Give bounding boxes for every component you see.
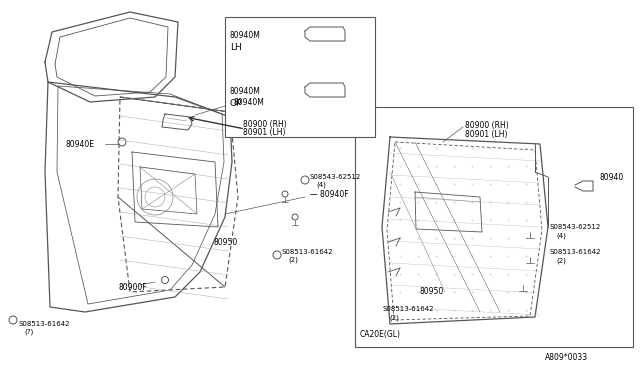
Text: LH: LH <box>230 42 242 51</box>
Text: 80940: 80940 <box>600 173 624 182</box>
Text: 80901 (LH): 80901 (LH) <box>243 128 285 137</box>
Text: S08513-61642: S08513-61642 <box>282 249 333 255</box>
Text: 80950: 80950 <box>213 237 237 247</box>
Text: (2): (2) <box>288 257 298 263</box>
Text: 80940M: 80940M <box>230 31 261 39</box>
Bar <box>355 107 633 347</box>
Text: (4): (4) <box>556 233 566 239</box>
Text: CA20E(GL): CA20E(GL) <box>360 330 401 340</box>
Text: 80940M: 80940M <box>230 87 261 96</box>
Text: (4): (4) <box>316 182 326 188</box>
Text: (2): (2) <box>556 258 566 264</box>
Text: 80940M: 80940M <box>233 97 264 106</box>
Text: 80900F: 80900F <box>118 282 147 292</box>
Text: 80950: 80950 <box>420 288 444 296</box>
Text: S08543-62512: S08543-62512 <box>310 174 361 180</box>
Text: 80900 (RH): 80900 (RH) <box>465 121 509 129</box>
Text: S08513-61642: S08513-61642 <box>550 249 602 255</box>
Text: — 80940F: — 80940F <box>310 189 349 199</box>
Text: OP: OP <box>230 99 243 108</box>
Text: (2): (2) <box>389 315 399 321</box>
Text: A809*0033: A809*0033 <box>545 353 588 362</box>
Bar <box>225 17 375 137</box>
Text: S08513-61642: S08513-61642 <box>18 321 70 327</box>
Text: S08543-62512: S08543-62512 <box>550 224 601 230</box>
Text: 80940E: 80940E <box>65 140 94 148</box>
Text: (?): (?) <box>24 329 33 335</box>
Text: 80900 (RH): 80900 (RH) <box>243 119 287 128</box>
Text: 80901 (LH): 80901 (LH) <box>465 129 508 138</box>
Text: S08513-61642: S08513-61642 <box>383 306 435 312</box>
